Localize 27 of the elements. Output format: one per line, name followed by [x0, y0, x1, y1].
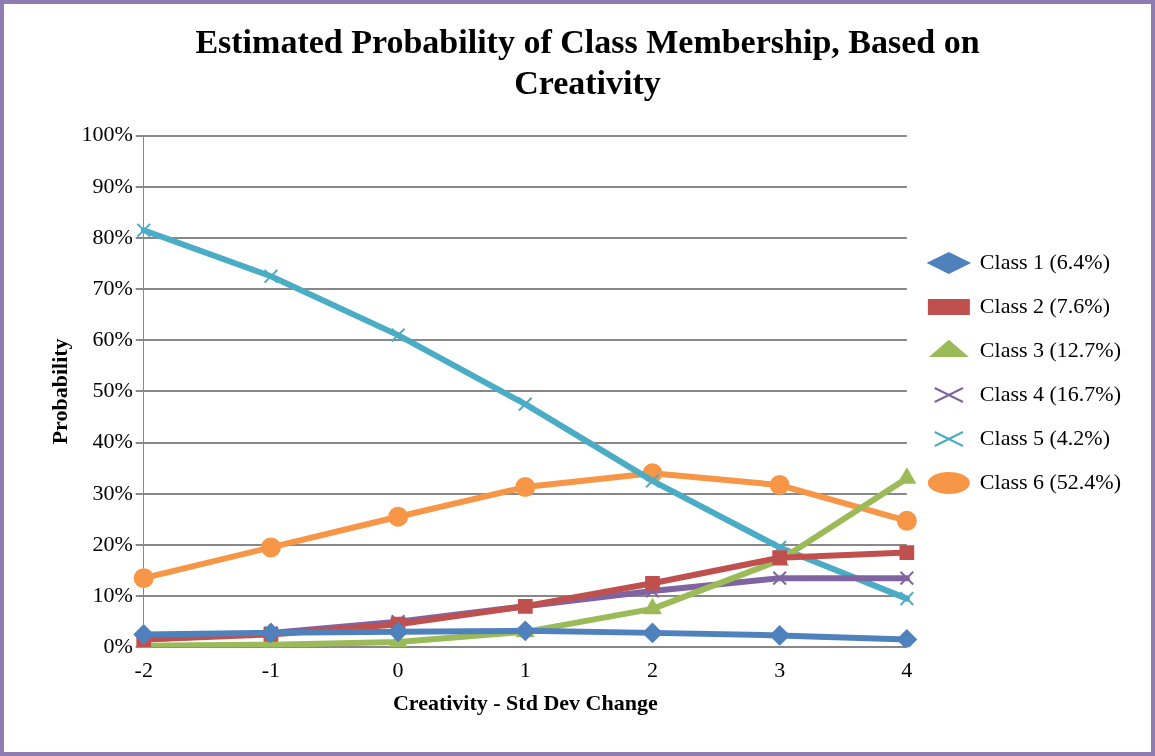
- y-tick-label: 90%: [92, 172, 133, 198]
- y-tick-label: 10%: [92, 581, 133, 607]
- legend-label: Class 3 (12.7%): [979, 336, 1121, 362]
- legend-label: Class 2 (7.6%): [979, 292, 1110, 318]
- y-tick-label: 60%: [92, 326, 133, 352]
- x-tick-label: 3: [774, 657, 786, 683]
- y-tick-label: 70%: [92, 274, 133, 300]
- legend-label: Class 5 (4.2%): [979, 424, 1110, 450]
- x-tick-label: 2: [646, 657, 658, 683]
- x-tick-label: -2: [134, 657, 153, 683]
- legend-label: Class 6 (52.4%): [979, 468, 1121, 494]
- x-tick-label: 1: [519, 657, 531, 683]
- y-axis-title: Probability: [46, 338, 72, 445]
- y-tick-label: 50%: [92, 377, 133, 403]
- y-tick-label: 20%: [92, 530, 133, 556]
- y-tick-label: 40%: [92, 428, 133, 454]
- legend-label: Class 4 (16.7%): [979, 380, 1121, 406]
- y-tick-label: 80%: [92, 223, 133, 249]
- x-axis-title: Creativity - Std Dev Change: [392, 690, 658, 716]
- x-tick-label: -1: [261, 657, 281, 683]
- y-tick-label: 0%: [103, 632, 133, 658]
- y-tick-label: 30%: [92, 479, 133, 505]
- x-tick-label: 0: [392, 657, 404, 683]
- chart-title: Estimated Probability of Class Membership, Based on Creativity: [195, 23, 980, 101]
- x-tick-label: 4: [901, 657, 913, 683]
- y-tick-label: 100%: [81, 121, 133, 147]
- legend-label: Class 1 (6.4%): [979, 248, 1110, 274]
